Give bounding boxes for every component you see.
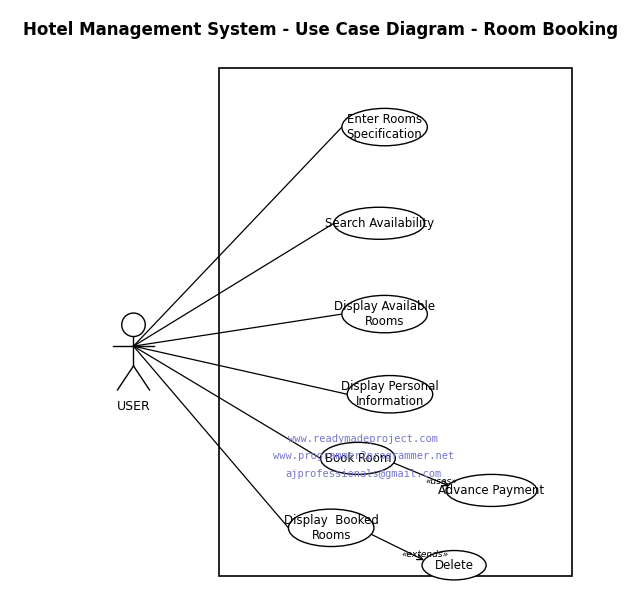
Text: ajprofessionals@gmail.com: ajprofessionals@gmail.com bbox=[285, 469, 442, 478]
Text: Advance Payment: Advance Payment bbox=[438, 484, 545, 497]
Ellipse shape bbox=[422, 550, 486, 580]
Ellipse shape bbox=[342, 295, 428, 333]
Ellipse shape bbox=[320, 442, 395, 474]
Ellipse shape bbox=[334, 207, 425, 239]
Text: Hotel Management System - Use Case Diagram - Room Booking: Hotel Management System - Use Case Diagr… bbox=[23, 21, 618, 39]
Text: «uses»: «uses» bbox=[426, 477, 457, 486]
Text: Display Personal
Information: Display Personal Information bbox=[341, 380, 439, 408]
Text: www.programmer2programmer.net: www.programmer2programmer.net bbox=[272, 451, 454, 461]
Text: USER: USER bbox=[117, 400, 151, 413]
Ellipse shape bbox=[347, 376, 433, 413]
Text: Search Availability: Search Availability bbox=[325, 216, 434, 230]
Text: Display  Booked
Rooms: Display Booked Rooms bbox=[284, 514, 379, 542]
Circle shape bbox=[122, 313, 146, 336]
Text: Enter Rooms
Specification: Enter Rooms Specification bbox=[347, 113, 422, 141]
Ellipse shape bbox=[446, 474, 537, 507]
Text: «extends»: «extends» bbox=[401, 550, 449, 558]
Text: Book Room: Book Room bbox=[325, 452, 391, 465]
Text: Delete: Delete bbox=[435, 559, 474, 572]
Bar bbox=[219, 68, 572, 576]
Text: www.readymadeproject.com: www.readymadeproject.com bbox=[288, 434, 438, 444]
Text: Display Available
Rooms: Display Available Rooms bbox=[334, 300, 435, 328]
Ellipse shape bbox=[288, 509, 374, 547]
Ellipse shape bbox=[342, 108, 428, 146]
